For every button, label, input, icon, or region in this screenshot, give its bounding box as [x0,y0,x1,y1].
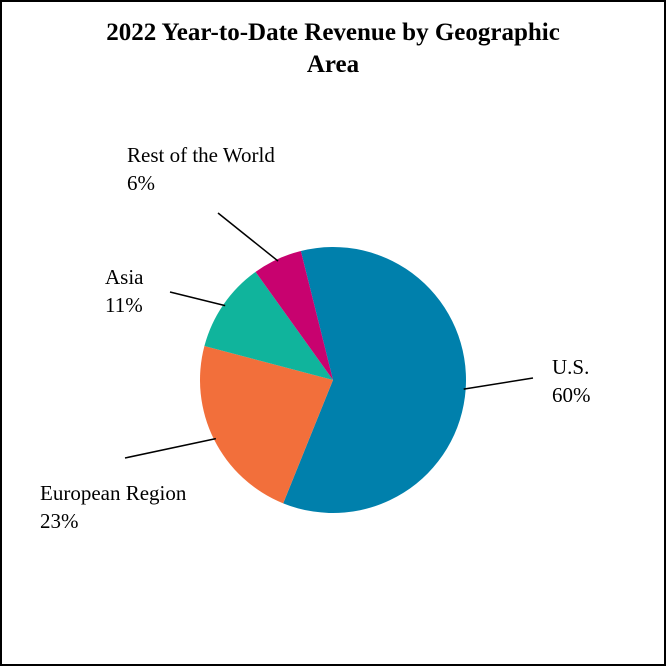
pie-slice [283,247,466,514]
pie-slice [200,346,333,504]
slice-value-label: 23% [40,509,79,533]
slice-label: Rest of the World [127,143,275,167]
pie-slice [255,250,333,380]
chart-title: 2022 Year-to-Date Revenue by Geographic A… [106,19,560,78]
slice-value-label: 11% [105,293,143,317]
slice-value-label: 60% [552,383,591,407]
leader-line [169,291,226,307]
slice-label: European Region [40,481,187,505]
leader-line [463,377,534,390]
slice-label: Asia [105,265,144,289]
title-line: 2022 Year-to-Date Revenue by Geographic [106,19,560,46]
title-line: Area [307,51,360,78]
leader-line [124,437,217,459]
leader-line [217,212,279,262]
pie-slice [204,271,333,380]
slice-label: U.S. [552,355,589,379]
slice-value-label: 6% [127,171,155,195]
